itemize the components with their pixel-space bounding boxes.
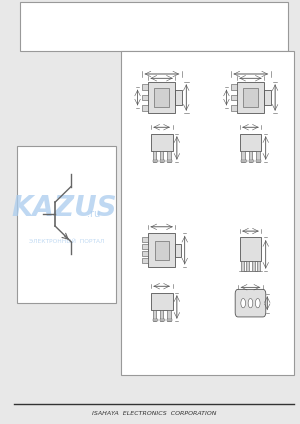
Bar [142, 95, 148, 100]
Text: ЭЛЕКТРОННЫЙ  ПОРТАЛ: ЭЛЕКТРОННЫЙ ПОРТАЛ [29, 239, 105, 244]
Bar [231, 105, 237, 111]
FancyBboxPatch shape [235, 290, 266, 317]
Bar [243, 88, 258, 107]
Bar [142, 244, 148, 249]
Bar [231, 84, 237, 90]
Bar [121, 51, 294, 375]
Bar [249, 160, 254, 162]
Bar [153, 310, 156, 321]
Bar [151, 134, 172, 151]
Bar [142, 237, 148, 242]
Bar [231, 95, 237, 100]
Bar [176, 244, 181, 257]
Bar [148, 233, 176, 267]
Bar [148, 81, 176, 113]
Bar [167, 151, 171, 162]
Bar [264, 90, 271, 105]
Bar [160, 151, 164, 162]
Bar [242, 160, 247, 162]
Bar [167, 310, 171, 321]
Bar [237, 81, 264, 113]
Bar [242, 151, 245, 162]
Bar [17, 146, 116, 303]
Bar [167, 160, 172, 162]
Bar [257, 261, 260, 271]
Text: KAZUS: KAZUS [11, 194, 117, 222]
Bar [160, 310, 164, 321]
Text: ISAHAYA  ELECTRONICS  CORPORATION: ISAHAYA ELECTRONICS CORPORATION [92, 411, 217, 416]
Bar [151, 293, 172, 310]
Bar [241, 261, 244, 271]
Bar [155, 241, 169, 259]
Bar [153, 319, 158, 321]
Bar [256, 151, 260, 162]
Bar [154, 88, 169, 107]
Bar [239, 237, 261, 261]
Bar [20, 2, 288, 51]
Bar [142, 258, 148, 263]
Bar [239, 134, 261, 151]
Bar [167, 319, 172, 321]
Ellipse shape [248, 298, 253, 308]
Bar [249, 151, 252, 162]
Bar [142, 84, 148, 90]
Bar [256, 160, 261, 162]
Bar [176, 90, 182, 105]
Bar [153, 160, 158, 162]
Bar [142, 105, 148, 111]
Bar [142, 251, 148, 256]
Bar [252, 261, 254, 271]
Ellipse shape [241, 298, 245, 308]
Text: .ru: .ru [86, 209, 100, 219]
Bar [160, 319, 165, 321]
Bar [153, 151, 156, 162]
Bar [160, 160, 165, 162]
Ellipse shape [255, 298, 260, 308]
Bar [246, 261, 249, 271]
